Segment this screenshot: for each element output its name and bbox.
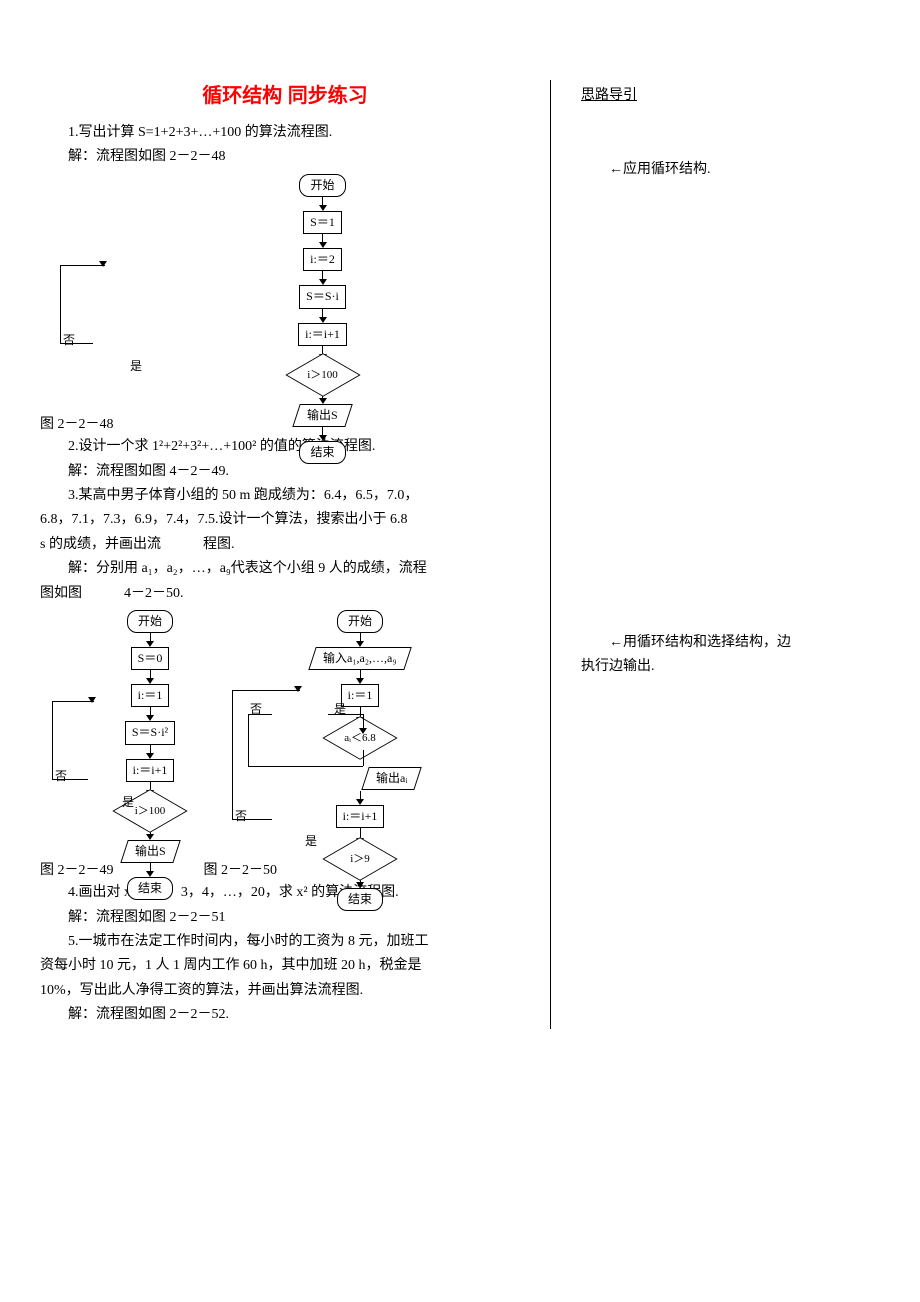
fc3-no1-label: 否 <box>250 700 262 719</box>
fc3-input: 输入a₁,a₂,…,a₉ <box>308 647 411 670</box>
fc1-yes-label: 是 <box>130 357 142 376</box>
fc1-s1: S＝1 <box>303 211 342 234</box>
answer-5: 解：流程图如图 2－2－52. <box>40 1004 530 1026</box>
fc2-i1: i:＝1 <box>131 684 170 707</box>
fc3-output-ai: 输出aᵢ <box>362 767 423 790</box>
fc3-ii1: i:＝i+1 <box>336 805 385 828</box>
fc2-ssi2: S＝S·i² <box>125 721 175 744</box>
fc1-output: 输出S <box>292 404 352 427</box>
answer-3-line1: 解：分别用 a₁，a₂，…，a₉代表这个小组 9 人的成绩，流程 <box>40 558 530 580</box>
question-1: 1.写出计算 S=1+2+3+…+100 的算法流程图. <box>40 122 530 144</box>
fc1-ii1: i:＝i+1 <box>298 323 347 346</box>
hint-3-line2: 执行边输出. <box>581 656 860 678</box>
question-3-line2: 6.8，7.1，7.3，6.9，7.4，7.5.设计一个算法，搜索出小于 6.8 <box>40 509 530 531</box>
fc3-yes2-label: 是 <box>305 832 317 851</box>
arrow-icon <box>359 728 367 734</box>
question-5-line3: 10%，写出此人净得工资的算法，并画出算法流程图. <box>40 980 530 1002</box>
hint-3-line1: ←用循环结构和选择结构，边 <box>581 632 860 654</box>
fc1-start: 开始 <box>299 174 345 197</box>
fc3-no2-label: 否 <box>235 807 247 826</box>
fc1-end: 结束 <box>299 441 345 464</box>
fc2-output: 输出S <box>120 840 180 863</box>
answer-3-line2: 图如图 4－2－50. <box>40 583 530 605</box>
fc2-start: 开始 <box>127 610 173 633</box>
arrow-icon <box>294 686 302 692</box>
question-5-line1: 5.一城市在法定工作时间内，每小时的工资为 8 元，加班工 <box>40 931 530 953</box>
answer-1: 解：流程图如图 2－2－48 <box>40 146 530 168</box>
fc3-i1: i:＝1 <box>341 684 380 707</box>
fc2-no-label: 否 <box>55 767 67 786</box>
hint-title: 思路导引 <box>581 85 860 107</box>
question-3-line1: 3.某高中男子体育小组的 50 m 跑成绩为：6.4，6.5，7.0， <box>40 485 530 507</box>
fc1-ssi: S＝S·i <box>299 285 346 308</box>
fc1-decision: i＞100 <box>293 360 353 390</box>
question-3-line3: s 的成绩，并画出流 程图. <box>40 534 530 556</box>
page-title: 循环结构 同步练习 <box>40 80 530 112</box>
flowchart-pair: 开始 S＝0 i:＝1 S＝S·i² i:＝i+1 i＞100 输出S <box>60 610 530 855</box>
fc2-ii1: i:＝i+1 <box>126 759 175 782</box>
fc3-yes1-label: 是 <box>334 700 346 719</box>
fc1-i2: i:＝2 <box>303 248 342 271</box>
fc1-no-label: 否 <box>63 331 75 350</box>
fc2-end: 结束 <box>127 877 173 900</box>
fc2-s0: S＝0 <box>131 647 170 670</box>
arrow-icon <box>88 697 96 703</box>
fc2-yes-label: 是 <box>122 793 134 812</box>
hint-1: ←应用循环结构. <box>581 159 860 181</box>
fc3-start: 开始 <box>337 610 383 633</box>
flowchart-1: 开始 S＝1 i:＝2 S＝S·i i:＝i+1 i＞100 输出S 结束 <box>75 174 530 409</box>
question-5-line2: 资每小时 10 元，1 人 1 周内工作 60 h，其中加班 20 h，税金是 <box>40 955 530 977</box>
figure-3-label: 图 2－2－50 <box>204 860 278 882</box>
fc3-decision-2: i＞9 <box>330 844 390 874</box>
fc3-end: 结束 <box>337 888 383 911</box>
arrow-icon <box>99 261 107 267</box>
